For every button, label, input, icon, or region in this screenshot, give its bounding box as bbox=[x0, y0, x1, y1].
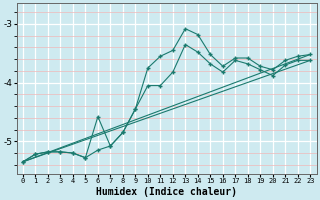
X-axis label: Humidex (Indice chaleur): Humidex (Indice chaleur) bbox=[96, 186, 237, 197]
